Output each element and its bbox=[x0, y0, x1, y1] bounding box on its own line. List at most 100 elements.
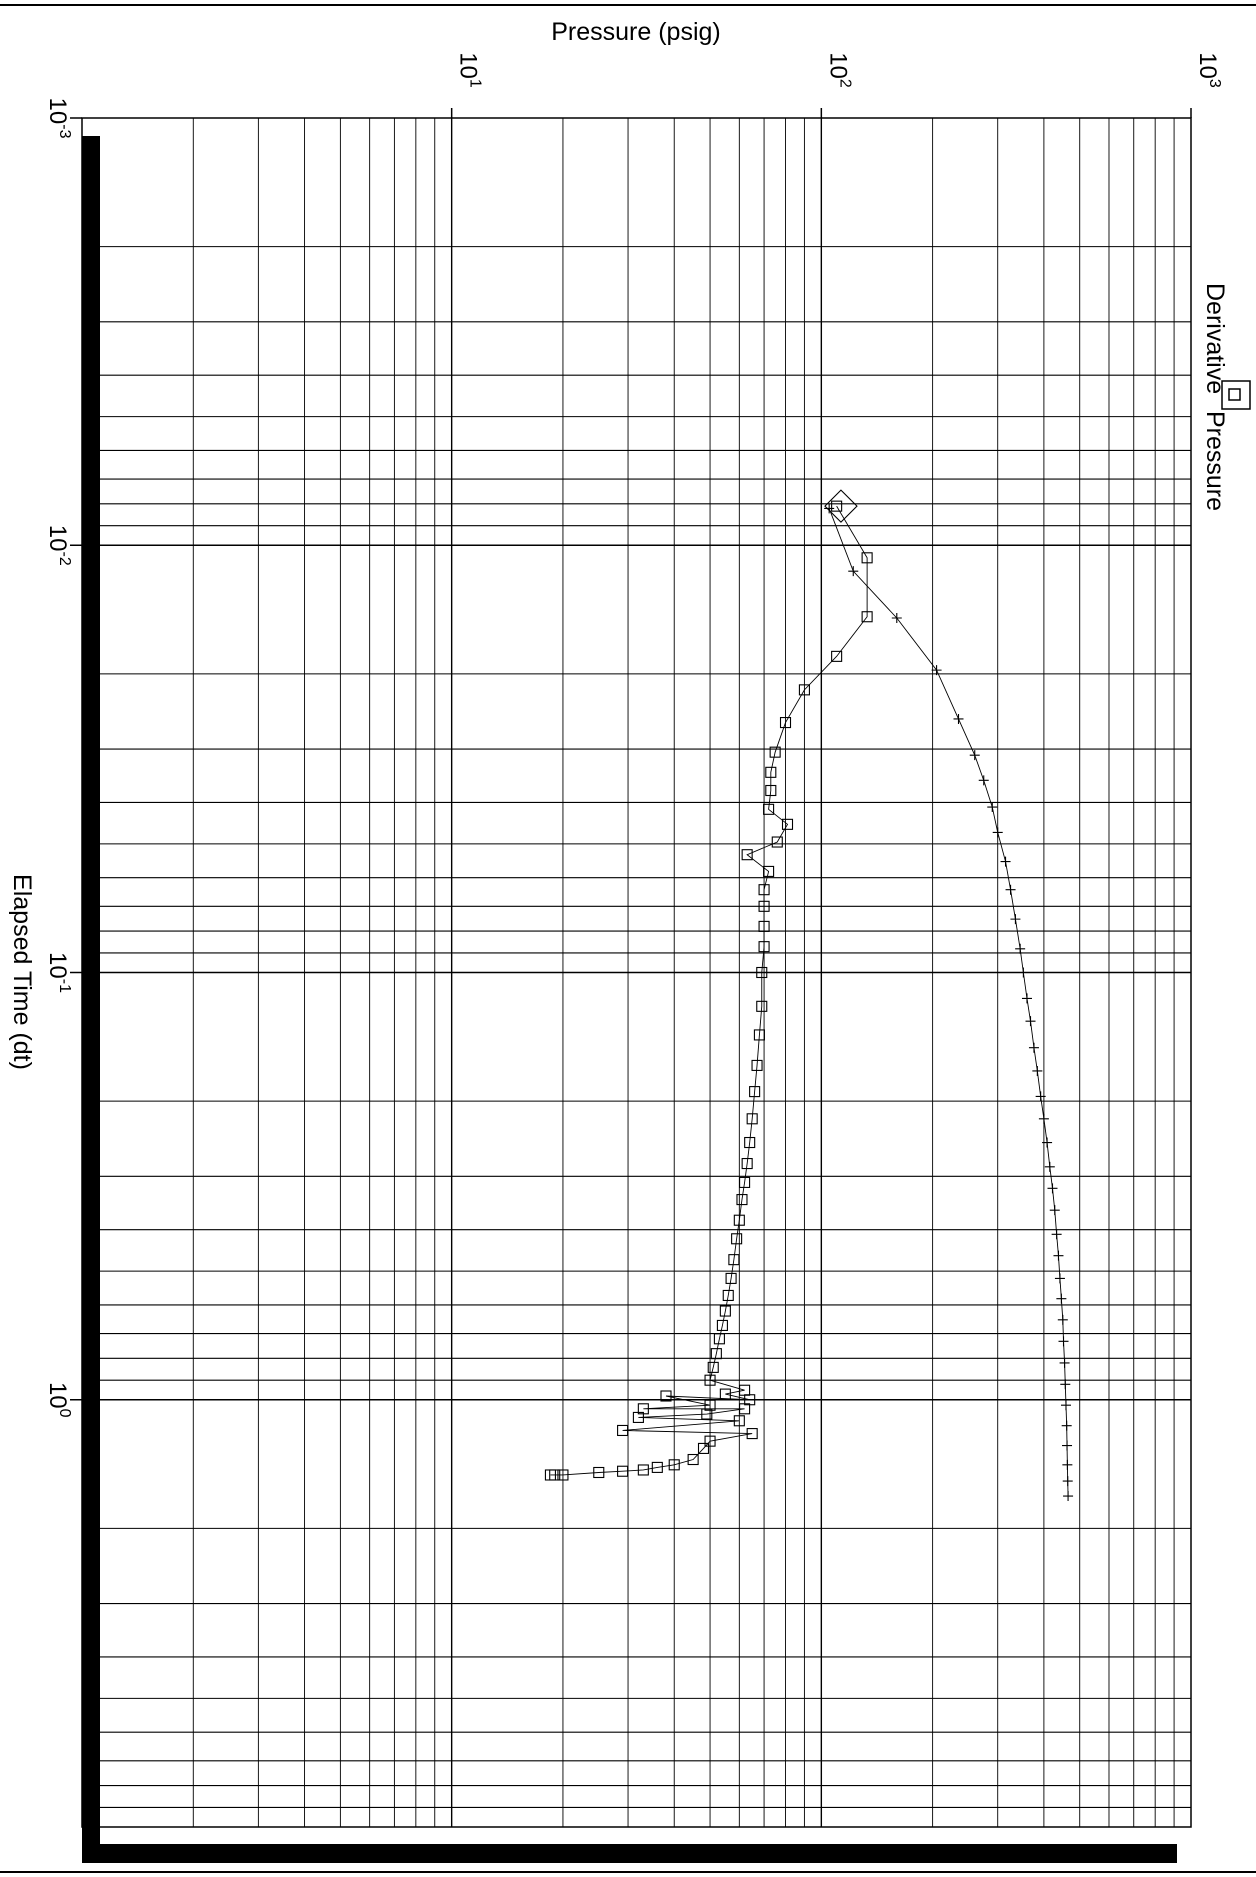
derivative-point bbox=[741, 849, 753, 861]
legend-square-marker bbox=[1228, 388, 1241, 401]
y-tick-label-text: 10-2 bbox=[44, 525, 73, 566]
derivative-point bbox=[781, 818, 794, 830]
derivative-point bbox=[668, 1459, 680, 1471]
derivative-point bbox=[758, 920, 770, 932]
derivative-point bbox=[710, 1348, 722, 1360]
derivative-point bbox=[716, 1319, 728, 1331]
y-tick-label: 10-1 bbox=[44, 952, 73, 993]
derivative-point bbox=[758, 941, 770, 953]
x-tick-label-text: 101 bbox=[455, 52, 484, 88]
pressure-point bbox=[1060, 1400, 1071, 1411]
x-tick-label: 102 bbox=[824, 52, 853, 88]
derivative-point bbox=[704, 1374, 716, 1386]
pressure-line bbox=[828, 508, 1069, 1497]
pressure-point bbox=[953, 713, 964, 724]
derivative-point bbox=[733, 1415, 745, 1427]
pressure-point bbox=[1061, 1420, 1072, 1431]
derivative-point bbox=[697, 1442, 710, 1454]
derivative-point bbox=[758, 900, 770, 912]
legend-box bbox=[1221, 380, 1251, 410]
pressure-point bbox=[1063, 1491, 1074, 1502]
frame-shadow-bottom bbox=[82, 1844, 1177, 1863]
derivative-point bbox=[632, 1411, 644, 1423]
annotation bbox=[824, 489, 858, 523]
pressure-point bbox=[891, 612, 902, 623]
derivative-point bbox=[765, 784, 777, 797]
derivative-point bbox=[763, 865, 775, 877]
derivative-point bbox=[707, 1361, 719, 1373]
pressure-point bbox=[1058, 1336, 1069, 1347]
diamond-marker bbox=[824, 489, 858, 523]
legend: Derivative Pressure bbox=[1201, 283, 1251, 511]
pressure-point bbox=[1018, 967, 1029, 978]
pressure-point bbox=[978, 775, 989, 786]
pressure-point bbox=[987, 802, 998, 813]
derivative-point bbox=[861, 552, 873, 564]
pressure-point bbox=[1049, 1205, 1060, 1216]
pressure-point bbox=[1051, 1229, 1062, 1240]
derivative-point bbox=[736, 1194, 748, 1206]
derivative-point bbox=[731, 1233, 743, 1245]
pressure-point bbox=[848, 566, 859, 577]
pressure-point bbox=[1044, 1161, 1055, 1172]
derivative-point bbox=[557, 1469, 569, 1481]
pressure-series bbox=[824, 503, 1074, 1502]
pressure-point bbox=[1047, 1183, 1058, 1194]
derivative-point bbox=[660, 1390, 672, 1402]
x-tick-labels: 101 102 103 bbox=[455, 52, 1223, 88]
derivative-point bbox=[756, 1000, 768, 1012]
x-tick-label: 103 bbox=[1194, 52, 1223, 88]
derivative-point bbox=[637, 1464, 649, 1476]
derivative-point bbox=[719, 1388, 731, 1400]
x-tick-label: 101 bbox=[455, 52, 484, 88]
derivative-point bbox=[733, 1214, 745, 1226]
derivative-point bbox=[751, 1059, 763, 1071]
y-axis-title: Elapsed Time (dt) bbox=[8, 874, 36, 1070]
derivative-point bbox=[544, 1469, 556, 1481]
pressure-point bbox=[969, 750, 980, 761]
pressure-point bbox=[1053, 1250, 1064, 1261]
pressure-point bbox=[1028, 1042, 1039, 1053]
x-axis-title: Pressure (psig) bbox=[551, 18, 721, 46]
y-tick-label: 100 bbox=[44, 1382, 73, 1418]
pressure-point bbox=[1057, 1314, 1068, 1325]
pressure-point bbox=[1032, 1065, 1043, 1076]
derivative-point bbox=[713, 1333, 725, 1345]
derivative-point bbox=[701, 1408, 713, 1420]
y-tick-label-text: 10-3 bbox=[44, 98, 73, 139]
derivative-point bbox=[719, 1305, 731, 1317]
derivative-point bbox=[739, 1176, 751, 1188]
pressure-point bbox=[931, 665, 942, 676]
derivative-point bbox=[746, 1113, 758, 1125]
pressure-point bbox=[1015, 943, 1026, 954]
pressure-point bbox=[1054, 1273, 1065, 1284]
y-tick-labels: 10-3 10-2 10-1 100 bbox=[44, 98, 73, 1418]
derivative-point bbox=[744, 1136, 756, 1149]
derivative-point bbox=[704, 1435, 716, 1447]
derivative-point bbox=[831, 650, 843, 662]
pressure-point bbox=[1062, 1459, 1073, 1470]
derivative-point bbox=[687, 1453, 699, 1466]
derivative-point bbox=[741, 1157, 753, 1170]
grid-lines bbox=[82, 118, 1191, 1827]
pressure-point bbox=[1062, 1440, 1073, 1451]
derivative-series bbox=[544, 500, 873, 1481]
derivative-point bbox=[746, 1428, 758, 1440]
derivative-point bbox=[739, 1403, 751, 1415]
pressure-point bbox=[1025, 1016, 1036, 1027]
derivative-point bbox=[861, 611, 873, 623]
pressure-point bbox=[1035, 1091, 1046, 1102]
derivative-point bbox=[722, 1289, 734, 1301]
derivative-point bbox=[798, 684, 810, 696]
derivative-point bbox=[758, 884, 770, 896]
legend-label-pressure: Pressure bbox=[1201, 411, 1229, 511]
pressure-point bbox=[1060, 1379, 1071, 1390]
derivative-point bbox=[753, 1029, 765, 1041]
pressure-point bbox=[1059, 1357, 1070, 1368]
pressure-point bbox=[1010, 914, 1021, 925]
legend-label-derivative: Derivative bbox=[1201, 283, 1229, 394]
pressure-point bbox=[1056, 1293, 1067, 1304]
derivative-point bbox=[593, 1466, 605, 1479]
y-tick-label-text: 10-1 bbox=[44, 952, 73, 993]
